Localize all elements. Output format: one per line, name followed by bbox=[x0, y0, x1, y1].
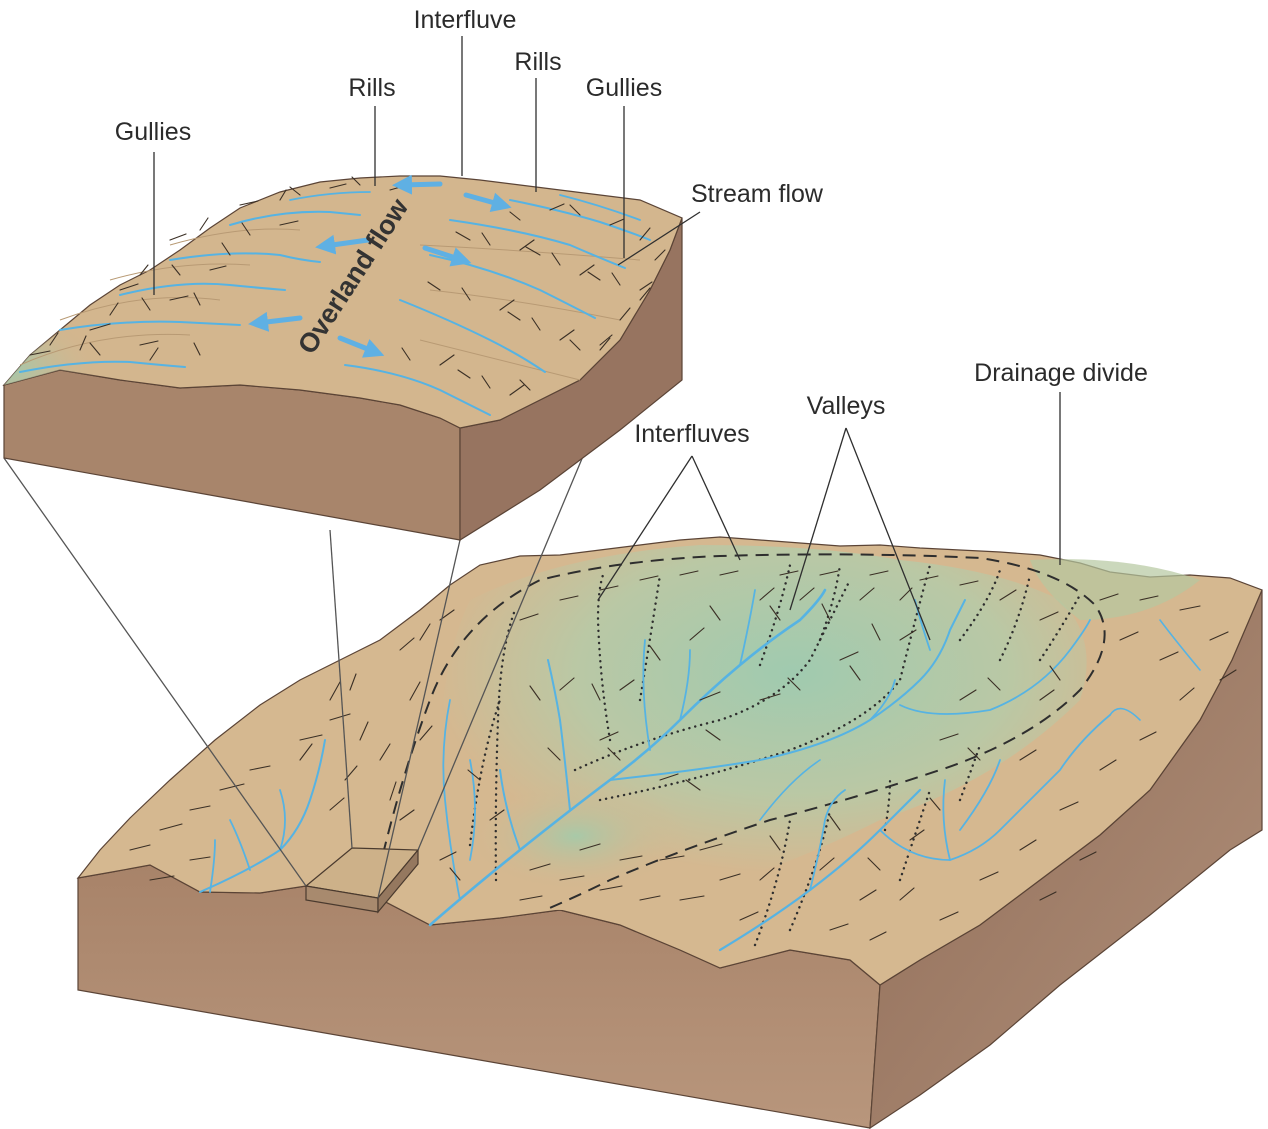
inset-top-surface bbox=[2, 175, 683, 429]
label-leader-lines bbox=[153, 36, 1061, 641]
label-rills-right: Rills bbox=[514, 48, 561, 76]
drainage-divide-line bbox=[377, 553, 1106, 911]
label-valleys: Valleys bbox=[807, 392, 886, 420]
inset-terrain-block bbox=[2, 174, 683, 542]
interfluve-dotted-lines bbox=[468, 563, 1082, 947]
label-gullies-left: Gullies bbox=[115, 118, 191, 146]
label-drainage-divide: Drainage divide bbox=[974, 359, 1148, 387]
arrow-left-3 bbox=[248, 311, 303, 332]
arrow-right-3 bbox=[337, 335, 385, 358]
inset-source-box bbox=[304, 847, 420, 914]
large-block-streams bbox=[199, 588, 1201, 952]
overland-flow-arrows bbox=[248, 174, 512, 358]
arrow-left-1 bbox=[392, 174, 443, 195]
arrow-right-2 bbox=[422, 245, 472, 267]
label-stream-flow: Stream flow bbox=[691, 180, 824, 208]
far-right-green bbox=[1030, 559, 1200, 620]
arrow-left-2 bbox=[315, 234, 371, 255]
arrow-right-1 bbox=[463, 192, 512, 212]
large-block-slope-marks bbox=[129, 570, 1237, 941]
inset-streams bbox=[19, 191, 651, 416]
label-rills-left: Rills bbox=[348, 74, 395, 102]
label-interfluves: Interfluves bbox=[634, 420, 749, 448]
label-gullies-right: Gullies bbox=[586, 74, 662, 102]
label-interfluve: Interfluve bbox=[414, 6, 517, 34]
large-terrain-block bbox=[76, 536, 1263, 1129]
inset-ridge-bands bbox=[19, 228, 641, 381]
